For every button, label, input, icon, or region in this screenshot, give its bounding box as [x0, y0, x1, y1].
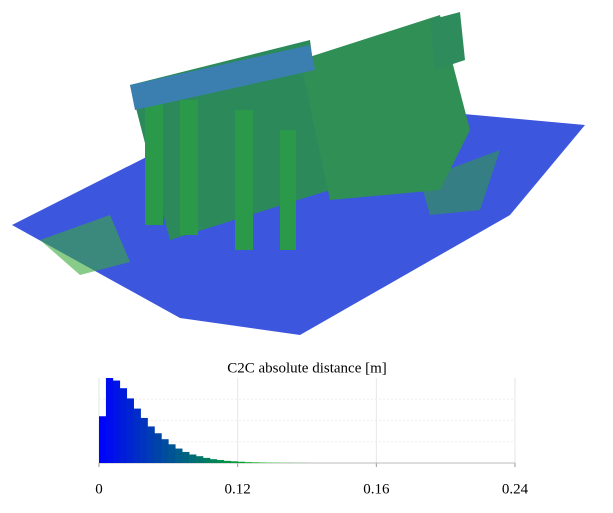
bar [196, 456, 204, 463]
bar [112, 380, 121, 463]
bar [126, 398, 134, 463]
bar [154, 433, 162, 463]
bar [140, 417, 148, 463]
bar [244, 462, 252, 463]
bar [105, 378, 114, 463]
bar [230, 461, 238, 463]
bar [99, 416, 107, 463]
histogram: 0 0.12 0.16 0.24 [95, 378, 529, 497]
x-tick-label: 0 [95, 481, 103, 497]
x-tick-label: 0.12 [225, 481, 251, 497]
bar [175, 448, 183, 463]
bar [216, 460, 225, 463]
bar [223, 460, 232, 463]
bar [237, 461, 245, 463]
bar [209, 459, 218, 463]
bar [203, 457, 211, 463]
bar [133, 408, 141, 463]
bar [258, 462, 266, 463]
chart-title: C2C absolute distance [m] [227, 360, 387, 376]
bar [147, 426, 155, 463]
bar [189, 454, 197, 463]
bar [119, 388, 128, 463]
bar [182, 451, 190, 463]
bar [251, 462, 259, 463]
x-tick-label: 0.16 [363, 481, 390, 497]
point-cloud-render [12, 12, 585, 335]
bar [168, 444, 176, 463]
x-tick-label: 0.24 [502, 481, 529, 497]
bar [161, 439, 169, 463]
